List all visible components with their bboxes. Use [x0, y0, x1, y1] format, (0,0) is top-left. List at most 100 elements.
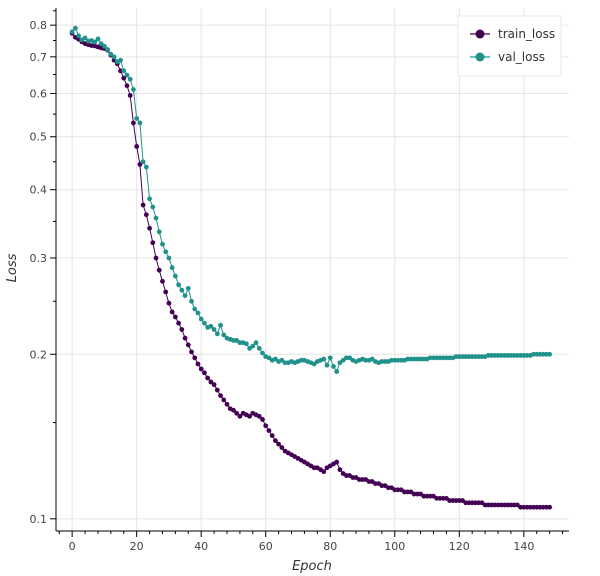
point-train_loss	[202, 370, 207, 376]
point-val_loss	[105, 47, 111, 52]
point-val_loss	[182, 293, 188, 299]
point-val_loss	[118, 57, 123, 63]
point-train_loss	[221, 397, 227, 403]
point-train_loss	[269, 433, 275, 438]
y-axis-title: Loss	[5, 253, 20, 282]
point-val_loss	[169, 265, 175, 271]
point-val_loss	[82, 35, 88, 41]
point-val_loss	[327, 355, 333, 361]
point-train_loss	[156, 267, 162, 273]
legend-label: train_loss	[498, 27, 555, 41]
legend-marker	[475, 29, 485, 39]
x-tick-label: 60	[259, 540, 273, 553]
x-axis-title: Epoch	[292, 559, 332, 574]
x-tick-label: 20	[130, 540, 144, 553]
point-val_loss	[185, 285, 191, 291]
point-val_loss	[256, 346, 262, 351]
point-val_loss	[92, 39, 98, 45]
point-train_loss	[176, 320, 182, 326]
point-val_loss	[163, 249, 169, 255]
point-val_loss	[195, 310, 201, 316]
point-val_loss	[331, 364, 336, 369]
line-val_loss	[71, 27, 550, 373]
point-train_loss	[185, 342, 191, 348]
x-tick-label: 100	[384, 540, 405, 553]
legend: train_loss val_loss	[457, 15, 562, 77]
point-train_loss	[179, 327, 185, 332]
point-val_loss	[547, 351, 553, 357]
point-val_loss	[198, 316, 204, 322]
point-train_loss	[172, 314, 178, 320]
point-val_loss	[192, 306, 198, 312]
point-val_loss	[211, 327, 217, 332]
point-train_loss	[266, 428, 272, 434]
point-train_loss	[321, 469, 327, 475]
point-val_loss	[214, 331, 220, 337]
point-val_loss	[137, 120, 143, 126]
point-train_loss	[121, 75, 127, 81]
y-tick-label: 0.4	[30, 184, 48, 197]
point-train_loss	[224, 401, 230, 407]
point-val_loss	[166, 255, 172, 261]
point-train_loss	[272, 438, 278, 444]
axes: 0 20 40 60 80 100 120 140 0.1 0.2 0.3 0.4 0.5 0.6 0.7 0…	[30, 8, 569, 553]
point-val_loss	[140, 159, 146, 165]
x-tick-label: 80	[323, 540, 337, 553]
point-train_loss	[237, 413, 243, 419]
point-train_loss	[192, 355, 198, 361]
point-train_loss	[182, 335, 188, 341]
point-val_loss	[153, 215, 159, 221]
point-val_loss	[172, 273, 178, 279]
point-val_loss	[221, 332, 227, 338]
line-train_loss	[71, 32, 550, 508]
point-val_loss	[95, 36, 101, 42]
point-train_loss	[547, 504, 553, 510]
point-train_loss	[234, 410, 240, 416]
point-val_loss	[69, 29, 75, 35]
y-tick-label: 0.6	[30, 87, 48, 100]
point-train_loss	[140, 202, 146, 208]
point-val_loss	[160, 241, 165, 247]
point-val_loss	[202, 320, 207, 326]
point-train_loss	[208, 379, 214, 385]
point-val_loss	[260, 350, 265, 356]
point-val_loss	[324, 362, 330, 368]
point-train_loss	[160, 278, 165, 284]
point-train_loss	[214, 387, 220, 393]
point-val_loss	[150, 204, 156, 210]
y-tick-label: 0.2	[30, 348, 48, 361]
point-val_loss	[143, 164, 149, 170]
point-train_loss	[334, 459, 340, 465]
point-train_loss	[147, 225, 152, 231]
point-val_loss	[176, 282, 182, 288]
x-tick-label: 40	[194, 540, 208, 553]
y-tick-label: 0.5	[30, 131, 48, 144]
point-val_loss	[101, 43, 107, 49]
series-val_loss	[69, 25, 553, 374]
point-val_loss	[253, 340, 259, 346]
point-val_loss	[76, 33, 81, 39]
point-train_loss	[153, 255, 159, 261]
point-val_loss	[121, 68, 127, 74]
point-train_loss	[263, 423, 269, 429]
series-layer	[69, 25, 553, 510]
y-tick-label: 0.3	[30, 252, 48, 265]
point-train_loss	[137, 162, 143, 167]
legend-box	[457, 15, 562, 77]
point-train_loss	[150, 240, 156, 246]
point-train_loss	[256, 413, 262, 419]
point-train_loss	[195, 361, 201, 367]
point-train_loss	[218, 393, 223, 399]
legend-item-val_loss: val_loss	[470, 50, 545, 64]
point-train_loss	[166, 300, 172, 306]
point-train_loss	[143, 212, 149, 218]
point-val_loss	[131, 87, 136, 92]
point-train_loss	[163, 289, 169, 295]
point-val_loss	[98, 41, 104, 47]
x-tick-label: 0	[69, 540, 76, 553]
point-val_loss	[189, 298, 194, 304]
point-train_loss	[124, 83, 130, 89]
y-tick-label: 0.7	[30, 51, 48, 64]
legend-marker	[475, 52, 485, 62]
